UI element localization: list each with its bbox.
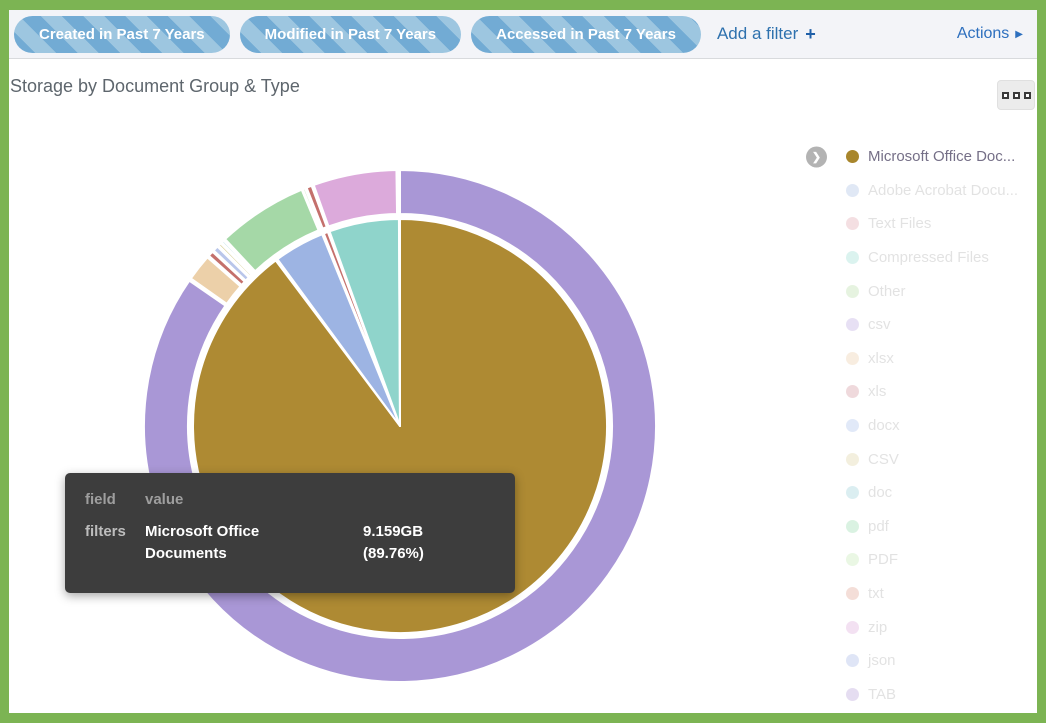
legend-label: pdf xyxy=(868,517,889,535)
tooltip-row-field: filters xyxy=(85,523,126,540)
actions-button[interactable]: Actions ▶ xyxy=(957,25,1023,43)
legend-dot-icon xyxy=(846,654,859,668)
legend-item-microsoft-office-doc-[interactable]: ❯ Microsoft Office Doc... xyxy=(806,140,1018,174)
pie-slice-document-type-docx[interactable] xyxy=(212,245,250,282)
legend-drill-chevron-right-icon[interactable]: ❯ xyxy=(806,146,827,168)
legend-label: Text Files xyxy=(868,215,932,233)
legend-label: Microsoft Office Doc... xyxy=(868,148,1016,166)
legend-label: Other xyxy=(868,282,906,300)
legend-dot-icon xyxy=(846,452,859,466)
legend-dot-icon xyxy=(846,620,859,634)
legend-dot-icon xyxy=(846,217,859,231)
legend-item-adobe-acrobat-docu-[interactable]: Adobe Acrobat Docu... xyxy=(846,174,1018,208)
tooltip-percent: (89.76%) xyxy=(363,544,424,562)
legend-dot-icon xyxy=(846,587,859,601)
legend-dot-icon xyxy=(846,284,859,298)
tooltip-header-field: field xyxy=(85,491,116,508)
page-title: Storage by Document Group & Type xyxy=(10,76,300,96)
legend-dot-icon xyxy=(846,150,859,164)
menu-square-icon xyxy=(1012,91,1020,99)
pie-slice-document-group-adobe-acrobat-documents[interactable] xyxy=(276,233,401,427)
legend-label: xls xyxy=(868,383,887,401)
legend-dot-icon xyxy=(846,553,859,567)
tooltip-header-value: value xyxy=(145,491,184,508)
legend-item-tab[interactable]: TAB xyxy=(846,678,1018,712)
legend-item-other[interactable]: Other xyxy=(846,274,1018,308)
pie-slice-document-type-pdf[interactable] xyxy=(301,187,323,231)
legend-item-zip[interactable]: zip xyxy=(846,610,1018,644)
legend-label: PDF xyxy=(868,551,898,569)
actions-label: Actions xyxy=(956,25,1010,42)
tooltip-row-value: Microsoft Office Documents xyxy=(145,523,260,562)
pie-slice-document-group-text-files[interactable] xyxy=(322,230,401,427)
legend-label: xlsx xyxy=(868,349,894,367)
pie-slice-document-type-pdf[interactable] xyxy=(224,188,320,273)
legend-dot-icon xyxy=(846,183,859,197)
legend-item-pdf[interactable]: pdf xyxy=(846,510,1018,544)
legend-dot-icon xyxy=(846,251,859,265)
legend-dot-icon xyxy=(846,486,859,500)
legend-label: Adobe Acrobat Docu... xyxy=(868,181,1019,199)
add-filter-label: Add a filter xyxy=(716,24,799,43)
legend-item-txt[interactable]: txt xyxy=(846,577,1018,611)
legend-item-xls[interactable]: xls xyxy=(846,375,1018,409)
legend-item-csv[interactable]: CSV xyxy=(846,442,1018,476)
legend-item-xlsx[interactable]: xlsx xyxy=(846,342,1018,376)
legend-label: TAB xyxy=(868,685,897,703)
pie-slice-document-type-zip[interactable] xyxy=(312,169,399,228)
menu-square-icon xyxy=(1023,91,1031,99)
legend-label: json xyxy=(868,652,896,670)
filter-bar: Created in Past 7 Years Modified in Past … xyxy=(9,10,1037,59)
sunburst-chart xyxy=(143,169,657,683)
panel-menu-button[interactable] xyxy=(997,80,1035,110)
caret-right-icon: ▶ xyxy=(1015,28,1023,40)
legend-dot-icon xyxy=(846,318,859,332)
legend-label: docx xyxy=(868,417,900,435)
pie-slice-document-type-txt[interactable] xyxy=(305,184,328,230)
menu-square-icon xyxy=(1001,91,1009,99)
legend-dot-icon xyxy=(846,419,859,433)
legend-label: txt xyxy=(868,585,884,603)
legend-dot-icon xyxy=(846,687,859,701)
pie-slice-document-type-xlsx[interactable] xyxy=(189,256,242,305)
legend-item-text-files[interactable]: Text Files xyxy=(846,207,1018,241)
pie-slice-document-group-other[interactable] xyxy=(398,217,401,427)
tooltip-row-amount: 9.159GB (89.76%) xyxy=(363,521,495,565)
filter-pill[interactable]: Created in Past 7 Years xyxy=(14,15,230,53)
legend-dot-icon xyxy=(846,519,859,533)
pie-slice-document-type-xls[interactable] xyxy=(207,250,246,286)
legend-dot-icon xyxy=(846,385,859,399)
chart-tooltip: field value filters Microsoft Office Doc… xyxy=(65,473,515,593)
filter-pills-container: Created in Past 7 Years Modified in Past … xyxy=(14,15,711,53)
chart-legend: ❯ Microsoft Office Doc... Adobe Acrobat Do… xyxy=(806,140,1018,712)
legend-dot-icon xyxy=(846,351,859,365)
legend-label: csv xyxy=(868,316,891,334)
legend-item-pdf[interactable]: PDF xyxy=(846,543,1018,577)
legend-label: Compressed Files xyxy=(868,249,989,267)
tooltip-amount: 9.159GB xyxy=(363,523,424,540)
add-filter-button[interactable]: Add a filter + xyxy=(717,24,816,45)
legend-item-docx[interactable]: docx xyxy=(846,409,1018,443)
legend-label: doc xyxy=(868,484,893,502)
filter-pill[interactable]: Modified in Past 7 Years xyxy=(239,15,462,53)
pie-slice-document-type-doc[interactable] xyxy=(220,239,255,275)
pie-slice-document-type-csv[interactable] xyxy=(217,242,253,278)
pie-slice-document-type-csv[interactable] xyxy=(143,169,657,683)
plus-icon: + xyxy=(805,23,816,44)
pie-slice-document-type-tab[interactable] xyxy=(397,169,401,215)
legend-item-json[interactable]: json xyxy=(846,644,1018,678)
legend-label: zip xyxy=(868,618,888,636)
legend-label: CSV xyxy=(868,450,899,468)
filter-pill[interactable]: Accessed in Past 7 Years xyxy=(471,15,701,53)
legend-item-csv[interactable]: csv xyxy=(846,308,1018,342)
legend-item-doc[interactable]: doc xyxy=(846,476,1018,510)
legend-item-compressed-files[interactable]: Compressed Files xyxy=(846,241,1018,275)
